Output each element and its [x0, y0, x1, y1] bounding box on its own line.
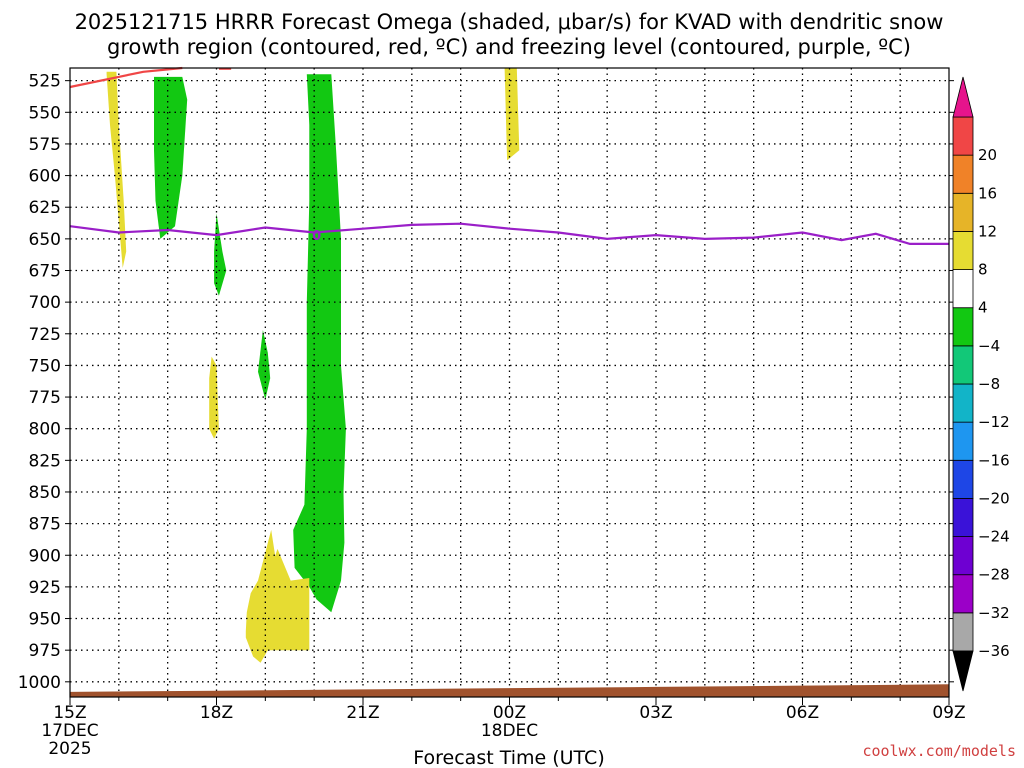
colorbar-bin	[952, 231, 974, 270]
colorbar-label: −24	[978, 528, 1010, 546]
colorbar-label: 16	[978, 184, 997, 202]
colorbar-bin	[952, 383, 974, 423]
credit-label: coolwx.com/models	[862, 742, 1016, 760]
dendritic-growth-line	[69, 66, 183, 89]
colorbar-label: −12	[978, 413, 1010, 431]
omega-negative-region	[293, 74, 346, 613]
terrain-layer	[70, 684, 949, 697]
terrain-fill	[70, 684, 949, 697]
y-tick-label: 750	[29, 356, 61, 376]
y-axis-labels: 525 550 575 600 625 650 675 700 725 750 775 800 825 8…	[18, 72, 954, 693]
colorbar-bin	[952, 536, 974, 576]
x-tick-label: 06Z	[786, 703, 819, 723]
y-tick-label: 875	[29, 515, 61, 535]
omega-positive-region	[106, 71, 127, 268]
x-tick-label: 15Z	[53, 703, 86, 723]
x-tick-label: 09Z	[932, 703, 965, 723]
colorbar-label: −4	[978, 337, 1000, 355]
x-tick-year-label: 2025	[48, 739, 91, 759]
gridlines	[70, 68, 949, 697]
y-tick-label: 900	[29, 546, 61, 566]
y-tick-label: 975	[29, 641, 61, 661]
colorbar: 20 16 12 8 4 −4 −8 −12 −16 −20 −24 −28 −32 −36	[952, 76, 1010, 692]
colorbar-bin	[952, 574, 974, 614]
y-tick-label: 925	[29, 578, 61, 598]
contour-lines: 0	[69, 66, 949, 245]
colorbar-label: 12	[978, 222, 997, 240]
x-axis-title: Forecast Time (UTC)	[413, 747, 604, 768]
x-tick-label: 00Z	[493, 703, 526, 723]
y-tick-label: 800	[29, 420, 61, 440]
y-tick-label: 600	[29, 167, 61, 187]
x-tick-date-label: 17DEC	[41, 721, 98, 741]
colorbar-label: −28	[978, 566, 1010, 584]
colorbar-bin	[952, 612, 974, 652]
omega-positive-region	[256, 548, 310, 651]
y-tick-label: 850	[29, 483, 61, 503]
freezing-level-line	[69, 222, 949, 245]
colorbar-label: 8	[978, 261, 988, 279]
colorbar-bin	[952, 154, 974, 194]
x-tick-date-label: 18DEC	[481, 721, 538, 741]
x-tick-label: 18Z	[200, 703, 233, 723]
chart-title-line2: growth region (contoured, red, ºC) and f…	[107, 35, 911, 59]
omega-negative-region	[154, 76, 188, 239]
colorbar-bin	[952, 345, 974, 385]
colorbar-bin	[952, 116, 974, 156]
colorbar-label: 20	[978, 146, 997, 164]
colorbar-bin	[952, 421, 974, 461]
y-tick-label: 775	[29, 388, 61, 408]
y-tick-label: 725	[29, 325, 61, 345]
omega-positive-region	[504, 68, 520, 161]
colorbar-bin	[952, 269, 974, 309]
y-tick-label: 675	[29, 261, 61, 281]
y-tick-label: 825	[29, 451, 61, 471]
y-tick-label: 1000	[18, 673, 61, 693]
y-tick-label: 700	[29, 293, 61, 313]
y-tick-label: 550	[29, 103, 61, 123]
colorbar-label: −36	[978, 642, 1010, 660]
y-tick-label: 575	[29, 135, 61, 155]
y-tick-label: 525	[29, 72, 61, 92]
colorbar-bin	[952, 192, 974, 232]
colorbar-label: −32	[978, 604, 1010, 622]
colorbar-label: −8	[978, 375, 1000, 393]
colorbar-min-arrow	[952, 650, 974, 692]
omega-shaded-regions	[106, 68, 520, 663]
x-tick-label: 03Z	[639, 703, 672, 723]
freezing-level-label: 0	[312, 229, 321, 244]
omega-negative-region	[258, 330, 271, 400]
y-tick-label: 950	[29, 610, 61, 630]
colorbar-label: −20	[978, 489, 1010, 507]
colorbar-bin	[952, 498, 974, 537]
colorbar-label: −16	[978, 451, 1010, 469]
chart-title-line1: 2025121715 HRRR Forecast Omega (shaded, …	[75, 10, 944, 34]
y-tick-label: 625	[29, 198, 61, 218]
colorbar-label: 4	[978, 299, 988, 317]
x-tick-label: 21Z	[346, 703, 379, 723]
colorbar-max-arrow	[952, 76, 974, 118]
colorbar-bin	[952, 459, 974, 499]
y-tick-label: 650	[29, 230, 61, 250]
colorbar-bin	[952, 307, 974, 347]
